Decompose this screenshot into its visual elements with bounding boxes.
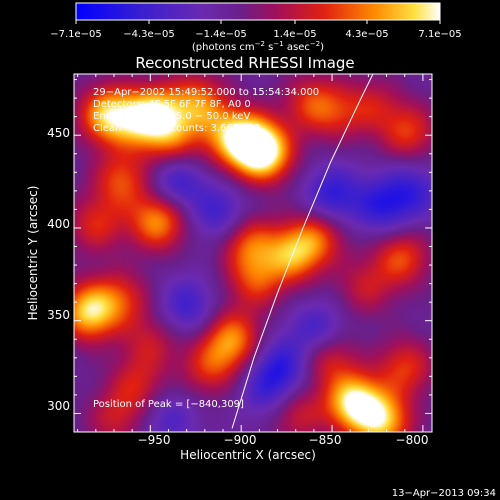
time-range-annotation: 29−Apr−2002 15:49:52.000 to 15:54:34.000 bbox=[93, 87, 319, 98]
colorbar bbox=[75, 2, 441, 21]
peak-position-annotation: Position of Peak = [−840,309] bbox=[93, 399, 244, 410]
colorbar-units: (photons cm−2 s−1 asec−2) bbox=[192, 40, 324, 53]
heatmap-image bbox=[74, 74, 432, 432]
colorbar-tick-label: −4.3e−05 bbox=[123, 29, 175, 40]
total-counts-annotation: Total counts: 3.66E+03 bbox=[143, 123, 260, 134]
y-tick-label: 350 bbox=[47, 308, 70, 322]
axis-ticks bbox=[74, 74, 432, 433]
x-tick-label: −900 bbox=[224, 433, 257, 447]
y-axis-label: Heliocentric Y (arcsec) bbox=[26, 186, 40, 321]
solar-limb-curve bbox=[231, 74, 374, 429]
y-tick-label: 400 bbox=[47, 217, 70, 231]
x-axis-label: Heliocentric X (arcsec) bbox=[180, 448, 316, 462]
generation-date: 13−Apr−2013 09:34 bbox=[392, 488, 496, 499]
colorbar-tick-label: 1.4e−05 bbox=[273, 29, 316, 40]
colorbar-tick-label: 4.3e−05 bbox=[345, 29, 388, 40]
energy-range-annotation: Energy Range: 25.0 − 50.0 keV bbox=[93, 111, 250, 122]
x-tick-label: −800 bbox=[396, 433, 429, 447]
chart-title: Reconstructed RHESSI Image bbox=[135, 54, 354, 72]
y-tick-label: 300 bbox=[47, 399, 70, 413]
x-tick-label: −950 bbox=[138, 433, 171, 447]
method-annotation: Clean bbox=[93, 123, 121, 134]
detectors-annotation: Detectors: 4F 5F 6F 7F 8F, A0 0 bbox=[93, 99, 251, 110]
plot-frame bbox=[73, 73, 433, 433]
colorbar-tick-label: −1.4e−05 bbox=[195, 29, 247, 40]
colorbar-tick-label: −7.1e−05 bbox=[50, 29, 102, 40]
y-tick-label: 450 bbox=[47, 126, 70, 140]
x-tick-label: −850 bbox=[309, 433, 342, 447]
colorbar-tick-label: 7.1e−05 bbox=[418, 29, 461, 40]
colorbar-ticks bbox=[75, 20, 441, 24]
